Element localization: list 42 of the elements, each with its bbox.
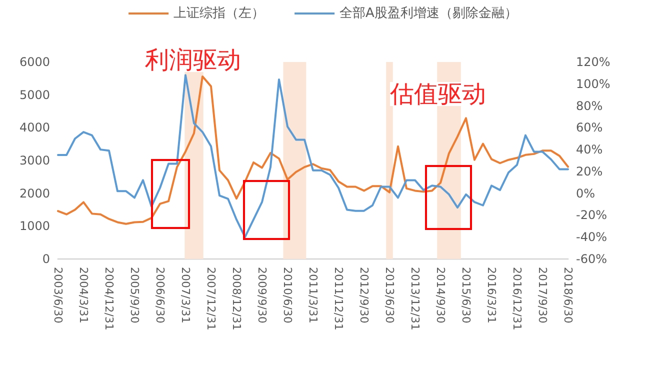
x-tick-label: 2006/6/30	[154, 267, 166, 324]
x-tick-label: 2011/3/31	[306, 267, 320, 324]
legend-label: 上证综指（左）	[174, 6, 265, 21]
x-tick-label: 2004/3/31	[77, 267, 90, 324]
y2-tick-label: -40%	[576, 230, 608, 244]
x-tick-label: 2013/6/30	[383, 267, 396, 324]
y-tick-label: 6000	[19, 55, 50, 69]
x-tick-label: 2016/12/31	[510, 267, 524, 330]
y2-tick-label: -60%	[576, 252, 608, 266]
x-tick-label: 2012/9/30	[358, 267, 370, 324]
y2-tick-label: -20%	[576, 208, 608, 222]
y-tick-label: 2000	[19, 186, 50, 200]
y-tick-label: 0	[42, 252, 50, 266]
x-tick-label: 2015/6/30	[460, 267, 472, 324]
x-tick-label: 2003/6/30	[52, 267, 64, 324]
annotation: 估值驱动	[389, 80, 486, 108]
y2-tick-label: 20%	[576, 164, 603, 178]
x-tick-label: 2008/12/31	[230, 267, 243, 330]
x-tick-label: 2013/12/31	[408, 267, 422, 330]
x-tick-label: 2014/9/30	[434, 267, 447, 324]
y2-tick-label: 120%	[576, 55, 610, 69]
y2-tick-label: 60%	[576, 120, 603, 135]
x-tick-label: 2018/6/30	[562, 267, 574, 324]
y-tick-label: 4000	[19, 120, 50, 135]
x-tick-label: 2005/9/30	[128, 267, 141, 324]
x-tick-label: 2010/6/30	[281, 267, 294, 324]
y2-tick-label: 40%	[576, 142, 603, 157]
legend-label: 全部A股盈利增速（剔除金融）	[340, 6, 518, 21]
y2-tick-label: 100%	[576, 76, 610, 91]
x-tick-label: 2017/9/30	[536, 267, 549, 324]
x-tick-label: 2009/9/30	[256, 267, 268, 324]
y-tick-label: 1000	[19, 219, 50, 234]
annotation: 利润驱动	[145, 46, 241, 74]
y-tick-label: 5000	[19, 88, 50, 102]
y-tick-label: 3000	[19, 154, 50, 168]
x-tick-label: 2007/12/31	[204, 267, 218, 330]
x-tick-label: 2007/3/31	[179, 267, 192, 324]
x-tick-label: 2016/3/31	[485, 267, 498, 324]
x-tick-label: 2011/12/31	[332, 267, 345, 330]
y2-tick-label: 0%	[576, 186, 596, 200]
y2-tick-label: 80%	[576, 98, 603, 113]
x-tick-label: 2004/12/31	[102, 267, 116, 330]
